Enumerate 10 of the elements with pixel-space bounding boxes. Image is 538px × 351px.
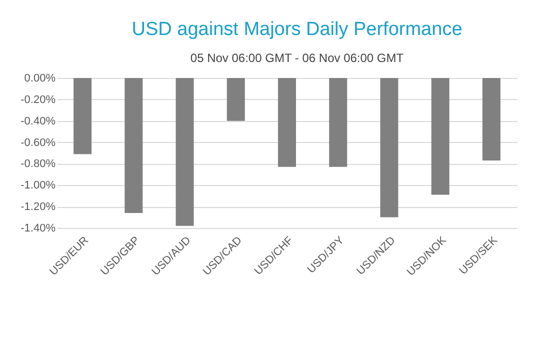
y-tick-label: -1.40% (20, 222, 56, 234)
y-tick-label: -0.60% (20, 136, 56, 149)
y-tick-label: 0.00% (24, 72, 56, 84)
y-tick-label: -0.40% (20, 115, 56, 128)
y-tick-label: -1.00% (20, 180, 56, 192)
chart-subtitle: 05 Nov 06:00 GMT - 06 Nov 06:00 GMT (190, 51, 404, 65)
y-tick-label: -1.20% (20, 201, 56, 214)
chart-title: USD against Majors Daily Performance (132, 19, 462, 40)
y-tick-label: -0.20% (20, 94, 56, 106)
y-tick-label: -0.80% (20, 158, 56, 170)
